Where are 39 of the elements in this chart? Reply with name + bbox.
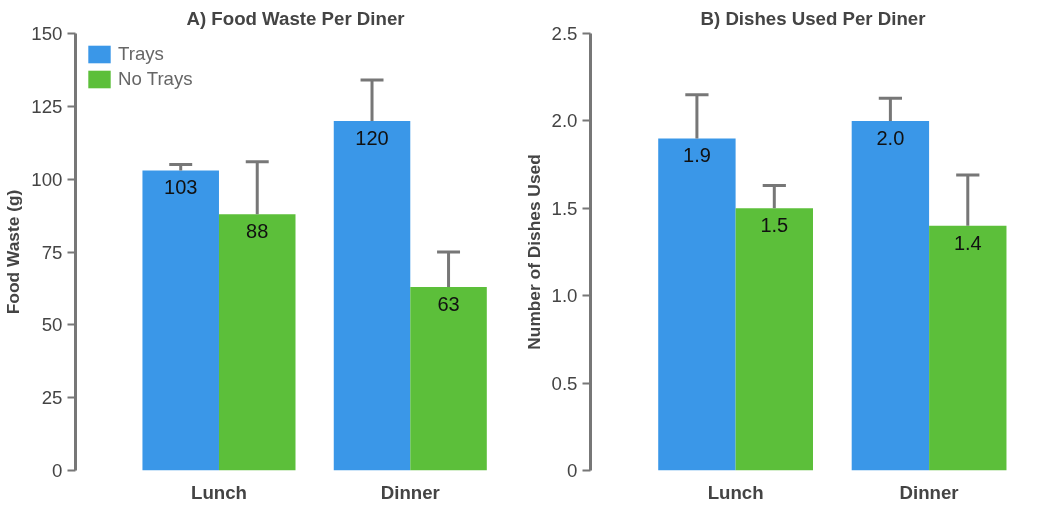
data-label: 2.0 — [876, 126, 905, 149]
y-tick-label: 0.5 — [551, 372, 578, 394]
y-tick-label: 125 — [31, 95, 63, 117]
bar — [851, 120, 930, 471]
y-tick-label: 1.0 — [551, 285, 578, 307]
chart-title: B) Dishes Used Per Diner — [700, 7, 926, 29]
data-label: 1.9 — [683, 144, 711, 167]
y-tick-label: 25 — [41, 387, 63, 409]
y-tick-label: 100 — [31, 168, 63, 190]
data-label: 63 — [437, 292, 460, 315]
bar — [142, 170, 219, 471]
data-label: 120 — [355, 126, 389, 149]
y-tick-label: 1.5 — [551, 197, 578, 219]
bar — [218, 214, 296, 471]
data-label: 88 — [246, 220, 269, 243]
y-tick-label: 2.0 — [551, 110, 578, 132]
data-label: 103 — [164, 176, 198, 199]
y-tick-label: 0 — [567, 460, 578, 481]
y-axis-title: Food Waste (g) — [3, 189, 24, 315]
y-tick-label: 0 — [52, 460, 63, 481]
y-tick-label: 50 — [41, 314, 63, 336]
legend-label: No Trays — [118, 68, 193, 90]
bar — [410, 286, 487, 471]
data-label: 1.4 — [953, 231, 982, 254]
y-tick-label: 2.5 — [551, 23, 578, 44]
legend-label: Trays — [118, 43, 164, 65]
data-label: 1.5 — [760, 214, 789, 237]
bar — [735, 208, 813, 471]
x-tick-label: Dinner — [380, 481, 440, 503]
bar — [658, 138, 736, 471]
bar — [333, 120, 411, 471]
y-tick-label: 75 — [41, 241, 63, 263]
y-axis-title: Number of Dishes Used — [523, 154, 544, 350]
y-tick-label: 150 — [31, 23, 63, 44]
x-tick-label: Dinner — [899, 481, 959, 503]
bar — [929, 225, 1007, 471]
x-tick-label: Lunch — [707, 481, 764, 503]
x-tick-label: Lunch — [191, 481, 247, 503]
chart-title: A) Food Waste Per Diner — [186, 7, 405, 29]
